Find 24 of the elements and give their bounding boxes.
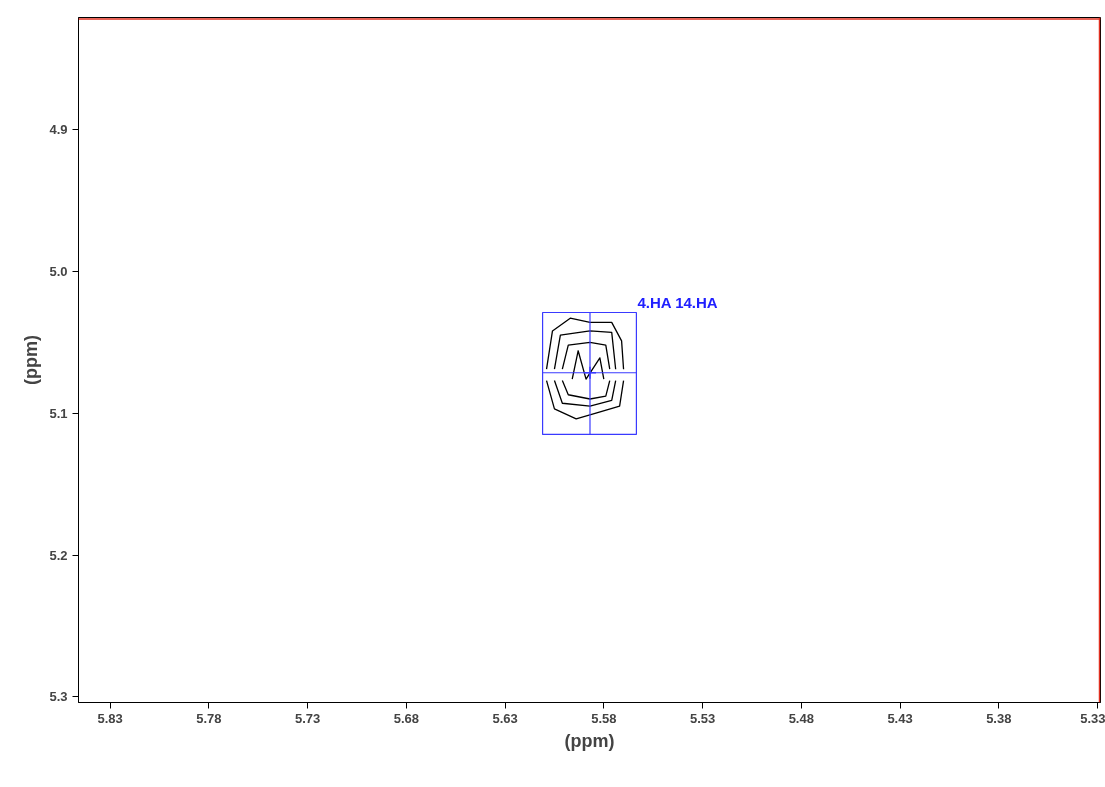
- y-tick-label: 5.3: [49, 689, 68, 705]
- x-tick-label: 5.83: [97, 710, 123, 726]
- x-tick-label: 5.33: [1080, 710, 1105, 726]
- y-tick-label: 4.9: [49, 122, 68, 138]
- x-tick-label: 5.38: [986, 710, 1012, 726]
- y-tick-label: 5.2: [49, 547, 68, 563]
- line-series: [545, 379, 625, 420]
- x-tick-label: 5.68: [393, 710, 419, 726]
- y-axis-title: (ppm): [21, 335, 42, 385]
- line-series: [561, 379, 611, 400]
- x-tick-label: 5.78: [196, 710, 222, 726]
- x-axis-title: (ppm): [564, 730, 615, 751]
- line-series: [545, 317, 625, 370]
- line-series: [553, 330, 617, 370]
- x-tick-label: 5.48: [788, 710, 814, 726]
- x-tick-label: 5.73: [294, 710, 321, 726]
- x-tick-label: 5.53: [689, 710, 716, 726]
- y-tick-label: 5.0: [49, 263, 68, 279]
- x-tick-label: 5.63: [492, 710, 518, 726]
- y-tick-label: 5.1: [49, 405, 68, 421]
- x-tick-label: 5.58: [591, 710, 617, 726]
- x-tick-label: 5.43: [887, 710, 913, 726]
- annotation: 4.HA 14.HA: [637, 294, 718, 312]
- line-series: [553, 379, 617, 407]
